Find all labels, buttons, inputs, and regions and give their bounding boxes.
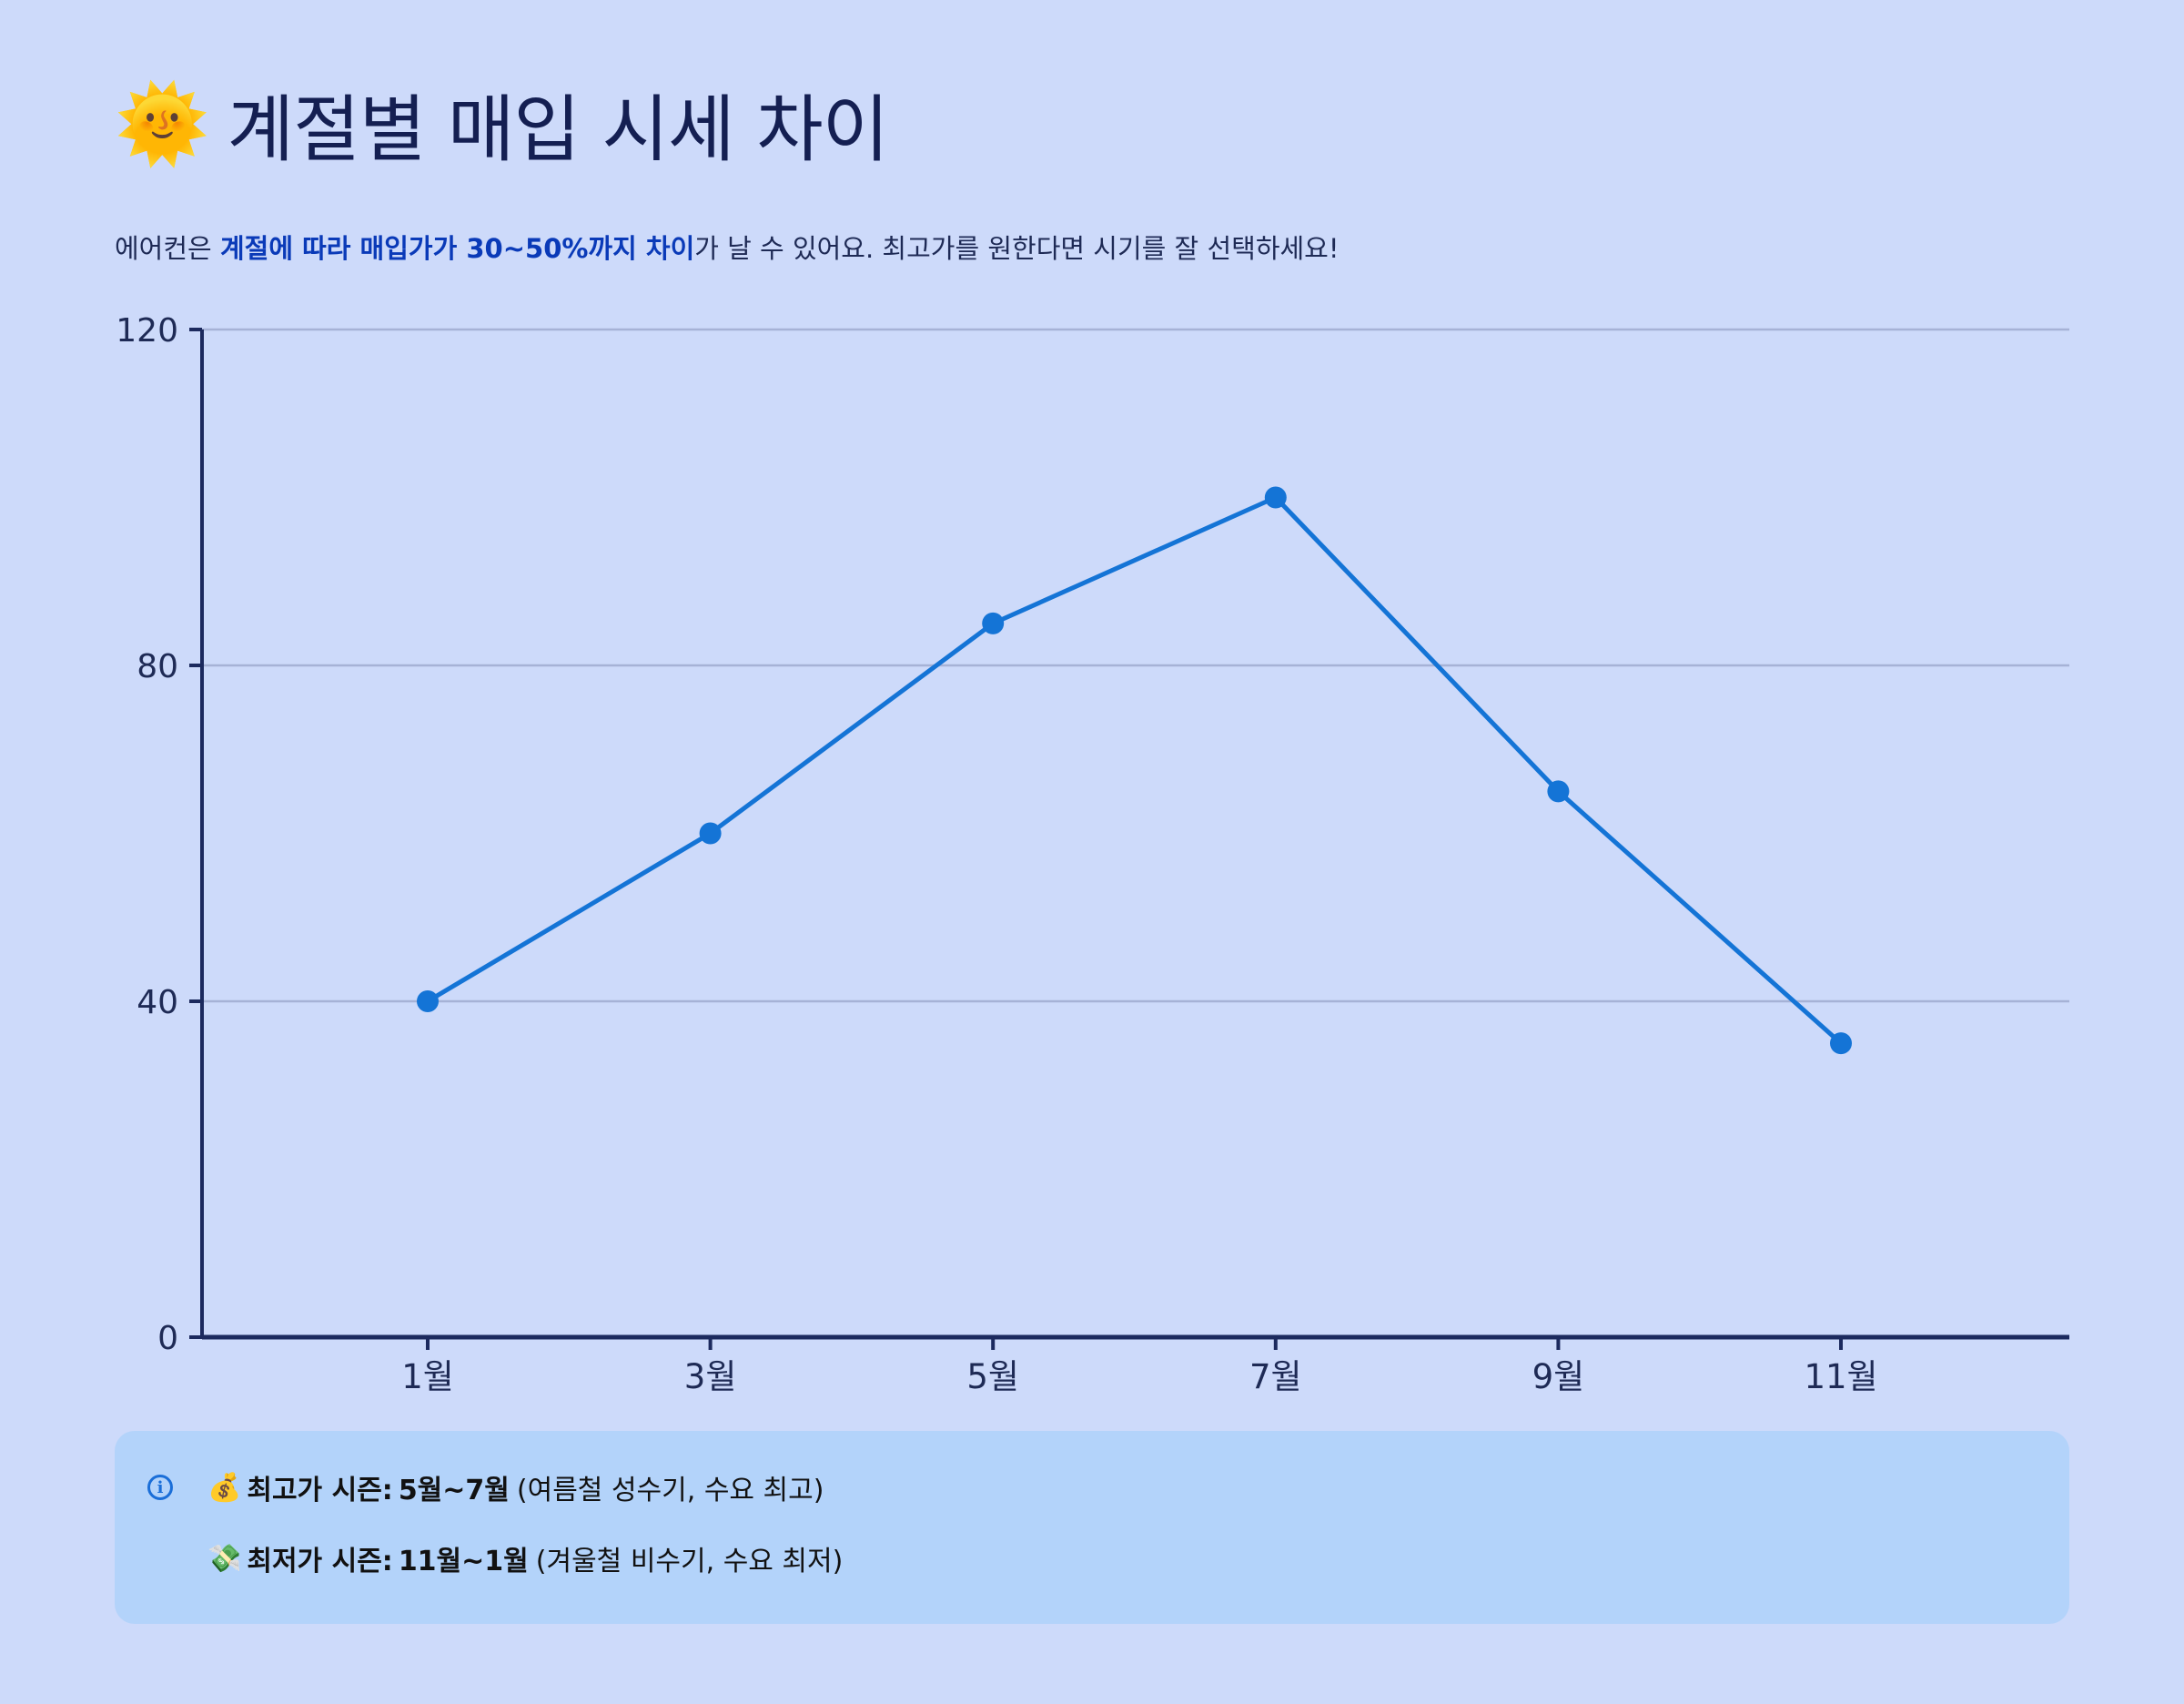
- data-point: [417, 990, 439, 1012]
- series-line: [426, 495, 1843, 1045]
- y-tick-label: 0: [157, 1320, 178, 1357]
- y-tick-label: 80: [136, 648, 178, 685]
- info-item-value: 11월~1월: [398, 1546, 529, 1577]
- x-tick-label: 1월: [401, 1357, 454, 1396]
- sun-icon: 🌞: [115, 79, 210, 168]
- page-title-text: 계절별 매입 시세 차이: [227, 87, 890, 172]
- money-with-wings-icon: 💸: [207, 1542, 242, 1575]
- page-title: 🌞 계절별 매입 시세 차이: [115, 71, 890, 177]
- x-tick-label: 11월: [1804, 1357, 1877, 1396]
- data-point: [1264, 486, 1287, 509]
- info-item-label: 최고가 시즌:: [247, 1475, 393, 1506]
- info-item-note: (여름철 성수기, 수요 최고): [516, 1475, 824, 1506]
- chart-description: 에어컨은 계절에 따라 매입가가 30~50%까지 차이가 날 수 있어요. 최…: [115, 228, 1339, 266]
- data-point: [1547, 780, 1570, 803]
- data-point: [699, 822, 722, 845]
- y-tick-label: 120: [116, 312, 178, 350]
- description-highlight: 계절에 따라 매입가가 30~50%까지 차이: [219, 233, 695, 264]
- info-item-label: 최저가 시즌:: [247, 1546, 393, 1577]
- info-item-value: 5월~7월: [398, 1475, 510, 1506]
- x-tick-label: 3월: [684, 1357, 737, 1396]
- money-bag-icon: 💰: [207, 1471, 242, 1504]
- info-panel: i 💰 최고가 시즌: 5월~7월 (여름철 성수기, 수요 최고) 💸 최저가…: [115, 1431, 2069, 1624]
- x-tick-label: 9월: [1532, 1357, 1585, 1396]
- y-tick-label: 40: [136, 984, 178, 1021]
- info-item-peak: 💰 최고가 시즌: 5월~7월 (여름철 성수기, 수요 최고): [207, 1467, 824, 1507]
- description-prefix: 에어컨은: [115, 233, 220, 264]
- line-chart: 0 40 80 120 1월 3월 5월 7월 9월 11월: [116, 312, 2069, 1396]
- info-item-note: (겨울철 비수기, 수요 최저): [535, 1546, 844, 1577]
- info-icon: i: [147, 1475, 173, 1500]
- data-point: [982, 612, 1005, 634]
- x-tick-label: 7월: [1249, 1357, 1302, 1396]
- info-item-low: 💸 최저가 시즌: 11월~1월 (겨울철 비수기, 수요 최저): [207, 1538, 843, 1578]
- description-suffix: 가 날 수 있어요. 최고가를 원한다면 시기를 잘 선택하세요!: [694, 233, 1340, 264]
- data-point: [1830, 1032, 1852, 1055]
- x-tick-label: 5월: [966, 1357, 1019, 1396]
